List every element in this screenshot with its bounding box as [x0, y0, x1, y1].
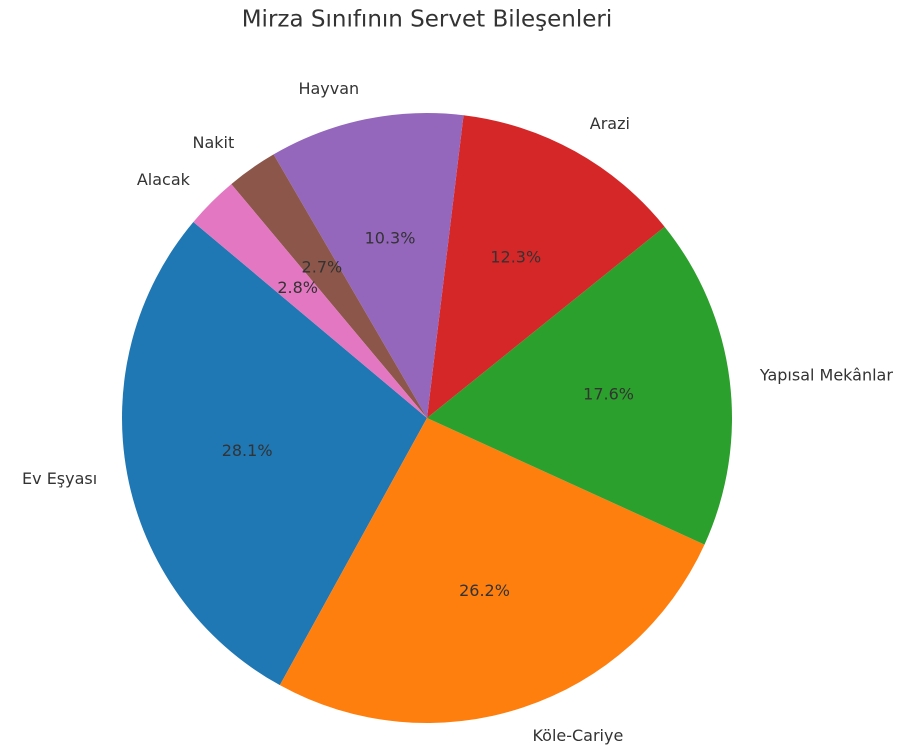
slice-label: Arazi [590, 114, 630, 133]
pie-slice [279, 418, 705, 723]
value-label: 26.2% [459, 581, 510, 600]
pie-slice [122, 221, 427, 686]
pie-slice [193, 184, 427, 418]
slice-label: Alacak [137, 170, 191, 189]
value-label: 12.3% [490, 247, 541, 266]
slice-label: Yapısal Mekânlar [759, 366, 893, 385]
slice-label: Hayvan [298, 79, 359, 98]
slice-label: Köle-Cariye [532, 726, 623, 745]
value-label: 2.8% [277, 278, 318, 297]
value-label: 17.6% [583, 385, 634, 404]
pie-slice [273, 113, 464, 418]
slice-label: Nakit [193, 133, 235, 152]
slice-label: Ev Eşyası [22, 469, 97, 488]
chart-title: Mirza Sınıfının Servet Bileşenleri [242, 7, 613, 33]
pie-slice [231, 154, 427, 418]
pie-slice [427, 226, 732, 545]
pie-slice [427, 115, 665, 419]
value-label: 2.7% [302, 258, 343, 277]
value-label: 10.3% [365, 228, 416, 247]
value-label: 28.1% [222, 441, 273, 460]
